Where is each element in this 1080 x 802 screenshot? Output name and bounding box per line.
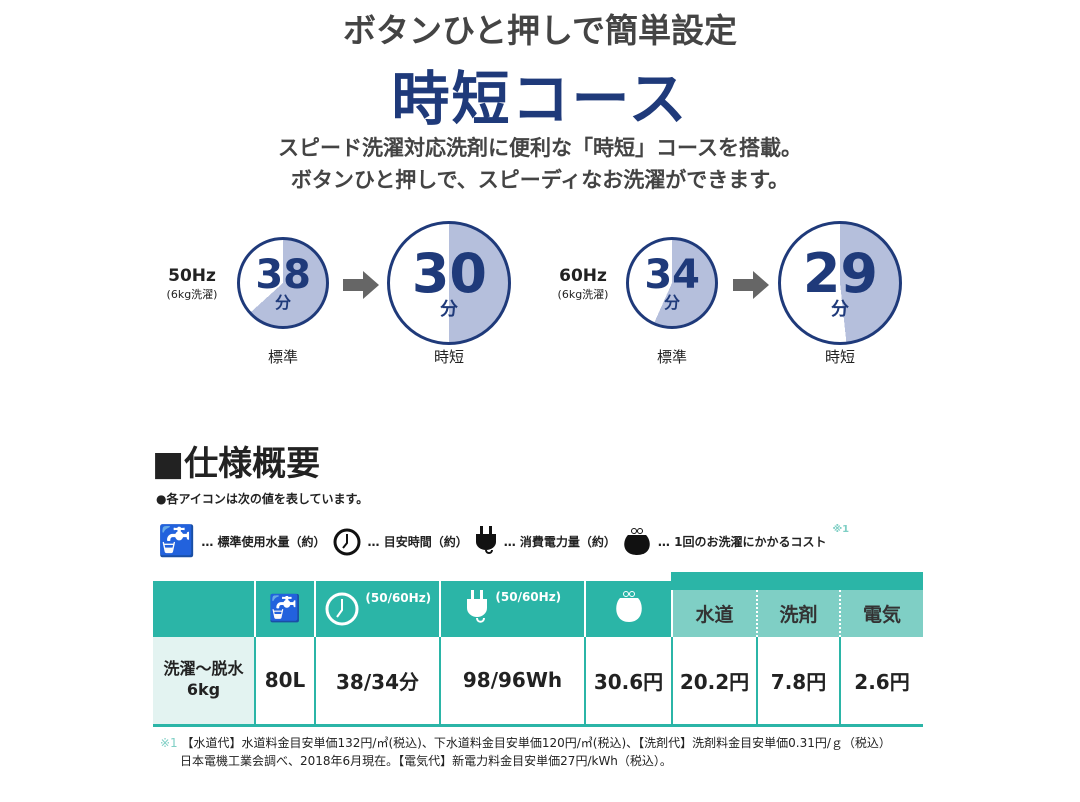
footnote: ※1 【水道代】水道料金目安単価132円/㎥(税込)、下水道料金目安単価120円…	[160, 734, 891, 770]
unit: 分	[664, 293, 681, 312]
header-empty	[153, 581, 256, 637]
faucet-icon: 🚰	[158, 524, 196, 559]
electric-cost-value: 2.6円	[840, 637, 923, 727]
legend-text: … 目安時間（約）	[367, 535, 468, 549]
faucet-icon: 🚰	[268, 594, 302, 624]
minutes: 38	[255, 252, 311, 298]
row-label-line2: 6kg	[186, 680, 221, 700]
header-electric-cost: 電気	[840, 572, 923, 637]
page-title: 時短コース	[391, 65, 689, 133]
quick-label: 時短	[433, 348, 464, 366]
legend-text: … 消費電力量（約）	[503, 535, 616, 549]
standard-label: 標準	[267, 348, 298, 366]
freq-label-60hz: 60Hz (6kg洗濯)	[543, 266, 623, 302]
section-title: ■仕様概要	[152, 444, 321, 484]
icon-note: ●各アイコンは次の値を表しています。	[156, 492, 369, 506]
row-label: 洗濯～脱水 6kg	[153, 637, 256, 727]
footnote-line-2: 日本電機工業会調べ、2018年6月現在。【電気代】新電力料金目安単価27円/kW…	[180, 754, 672, 768]
standard-time-circle: 38 分	[237, 237, 329, 329]
clock-icon	[333, 528, 361, 555]
footnote-mark: ※1	[832, 524, 850, 535]
freq: 60Hz	[559, 266, 607, 286]
minutes: 30	[411, 242, 487, 305]
header-cost	[585, 581, 673, 637]
spec-table: 🚰 (50/60Hz) (50/60Hz) 水道 洗剤 電気 洗濯～脱水 6kg …	[153, 572, 923, 727]
unit: 分	[831, 299, 849, 320]
freq-label-50hz: 50Hz (6kg洗濯)	[152, 266, 232, 302]
hz-label: (50/60Hz)	[365, 591, 432, 605]
minutes: 29	[802, 242, 878, 305]
header-water-cost: 水道	[672, 572, 758, 637]
quick-label: 時短	[824, 348, 855, 366]
header-time: (50/60Hz)	[315, 581, 441, 637]
footnote-mark: ※1	[160, 736, 178, 750]
quick-time-circle: 29 分	[778, 221, 902, 345]
clock-icon	[325, 592, 359, 626]
unit: 分	[275, 293, 292, 312]
standard-time-circle: 34 分	[626, 237, 718, 329]
purse-icon	[624, 527, 650, 555]
description-line-1: スピード洗濯対応洗剤に便利な「時短」コースを搭載。	[278, 136, 802, 160]
plug-icon	[466, 590, 487, 623]
water-value: 80L	[255, 637, 316, 727]
tagline: ボタンひと押しで簡単設定	[342, 11, 738, 50]
plug-icon	[475, 525, 496, 554]
arrow-right-icon	[343, 271, 379, 299]
freq: 50Hz	[168, 266, 216, 286]
load: (6kg洗濯)	[166, 288, 218, 301]
quick-time-circle: 30 分	[387, 221, 511, 345]
unit: 分	[440, 299, 458, 320]
description-line-2: ボタンひと押しで、スピーディなお洗濯ができます。	[290, 168, 790, 192]
icon-legend: 🚰 … 標準使用水量（約） … 目安時間（約） … 消費電力量（約） … 1回のお…	[158, 524, 849, 559]
power-value: 98/96Wh	[440, 637, 586, 727]
purse-icon	[615, 591, 642, 622]
water-cost-value: 20.2円	[672, 637, 758, 727]
row-label-line1: 洗濯～脱水	[163, 659, 244, 679]
legend-text: … 標準使用水量（約）	[201, 535, 326, 549]
header-detergent-cost: 洗剤	[757, 572, 841, 637]
legend-text: … 1回のお洗濯にかかるコスト	[657, 535, 827, 549]
standard-label: 標準	[656, 348, 687, 366]
detergent-cost-value: 7.8円	[757, 637, 841, 727]
header-water: 🚰	[255, 581, 316, 637]
cost-value: 30.6円	[585, 637, 673, 727]
header-power: (50/60Hz)	[440, 581, 586, 637]
footnote-line-1: 【水道代】水道料金目安単価132円/㎥(税込)、下水道料金目安単価120円/㎥(…	[181, 736, 891, 750]
hz-label: (50/60Hz)	[495, 590, 562, 604]
arrow-right-icon	[733, 271, 769, 299]
minutes: 34	[644, 252, 700, 298]
time-value: 38/34分	[315, 637, 441, 727]
load: (6kg洗濯)	[557, 288, 609, 301]
